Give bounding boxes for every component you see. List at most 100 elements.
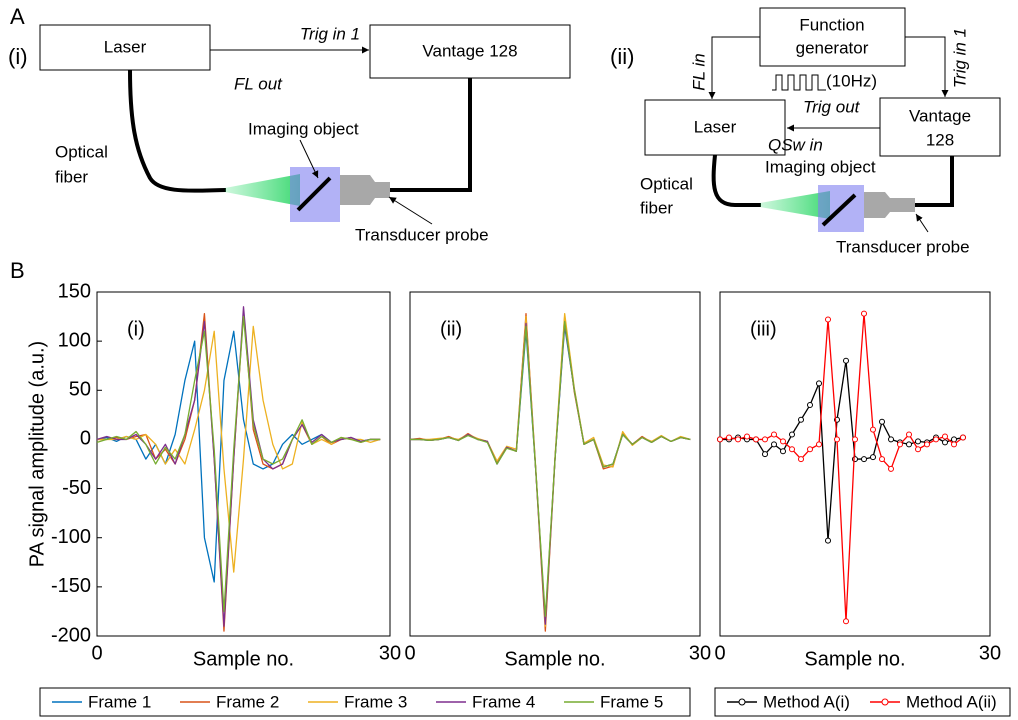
- fiber-label: fiber: [640, 198, 673, 217]
- laser-label: Laser: [104, 37, 147, 56]
- trig-in-label: Trig in 1: [950, 28, 969, 88]
- pointer: [388, 196, 433, 225]
- pointer: [299, 139, 319, 179]
- legend-label: Frame 4: [472, 692, 535, 711]
- series-marker: [897, 441, 903, 448]
- legend-box: [714, 687, 1011, 717]
- chart-panel: 0 30 Sample no. (ii): [404, 291, 711, 670]
- legend: Method A(i) Method A(ii): [714, 687, 1011, 717]
- vantage-label: Vantage: [909, 106, 971, 125]
- y-tick-label: -100: [51, 526, 91, 548]
- fl-out-label: FL out: [234, 74, 283, 93]
- setup-ii: Function generator FL in Trig in 1 (10Hz…: [640, 7, 1001, 256]
- series-line: [720, 360, 964, 542]
- series-marker: [753, 436, 759, 443]
- trig-in-arrow: [905, 36, 949, 97]
- series-marker: [888, 436, 894, 443]
- series-marker: [960, 434, 966, 441]
- series-marker: [825, 537, 831, 544]
- series-marker: [951, 436, 957, 443]
- optical-fiber: [128, 69, 227, 193]
- plot-area: [719, 291, 991, 637]
- legend-marker: [881, 698, 889, 706]
- series-marker: [843, 357, 849, 364]
- fl-in-label: FL in: [689, 53, 708, 91]
- series-marker: [744, 433, 750, 440]
- probe-label: Transducer probe: [836, 237, 970, 256]
- qsw-label: QSw in: [768, 135, 823, 154]
- series-marker: [951, 441, 957, 448]
- setup-i: Laser Vantage 128 Trig in 1 FL out Optic…: [39, 24, 571, 244]
- object-line: [296, 176, 332, 212]
- panel-label: (iii): [750, 318, 777, 340]
- object-label: Imaging object: [248, 119, 359, 138]
- square-wave: [772, 74, 826, 91]
- transducer: [340, 175, 390, 205]
- x-tick-label: 30: [689, 642, 711, 664]
- legend-label: Frame 5: [600, 692, 663, 711]
- y-tick-label: 100: [58, 329, 91, 351]
- series-marker: [807, 446, 813, 453]
- vantage-box: [369, 24, 571, 79]
- x-axis-label: Sample no.: [504, 648, 605, 670]
- y-tick-label: -200: [51, 624, 91, 646]
- y-tick-label: 50: [69, 379, 91, 401]
- series-line: [97, 325, 381, 573]
- laser-box: [39, 24, 211, 71]
- trig-in-label: Trig in 1: [300, 24, 360, 43]
- legend-label: Frame 1: [88, 692, 151, 711]
- panel-label: (i): [127, 318, 145, 340]
- series-line: [96, 315, 381, 613]
- cable: [915, 156, 954, 207]
- y-axis-label: PA signal amplitude (a.u.): [26, 341, 48, 567]
- series-marker: [906, 431, 912, 438]
- x-tick-label: 0: [714, 642, 725, 664]
- y-tick-label: -50: [62, 477, 91, 499]
- series-marker: [780, 448, 786, 455]
- legend-label: Frame 3: [344, 692, 407, 711]
- series-marker: [771, 431, 777, 438]
- panel-label: B: [10, 258, 25, 283]
- series-marker: [870, 454, 876, 461]
- series-marker: [870, 426, 876, 433]
- series-marker: [816, 441, 822, 448]
- x-tick-label: 30: [979, 642, 1001, 664]
- y-tick-label: 150: [58, 280, 91, 302]
- fg-label: generator: [796, 38, 869, 57]
- chart-panel: 0 30 Sample no. (iii) Method A(i) Method A(ii…: [714, 291, 1011, 717]
- x-tick-label: 0: [404, 642, 415, 664]
- series-marker: [942, 433, 948, 440]
- probe-label: Transducer probe: [355, 225, 489, 244]
- legend-label: Method A(ii): [906, 692, 997, 711]
- y-tick-label: 0: [80, 428, 91, 450]
- series-marker: [762, 436, 768, 443]
- fiber-label: fiber: [55, 167, 88, 186]
- x-axis-label: Sample no.: [193, 648, 294, 670]
- series-marker: [798, 456, 804, 463]
- panel-label: (ii): [440, 318, 462, 340]
- legend-label: Frame 2: [216, 692, 279, 711]
- series-marker: [915, 446, 921, 453]
- series-marker: [906, 441, 912, 448]
- laser-label: Laser: [694, 117, 737, 136]
- fiber-label: Optical: [640, 174, 693, 193]
- vantage-box: [879, 97, 1001, 157]
- frequency-label: (10Hz): [826, 71, 877, 90]
- fl-in-arrow: [708, 36, 760, 99]
- series-marker: [807, 402, 813, 409]
- legend-marker: [738, 698, 746, 706]
- series-marker: [780, 438, 786, 445]
- series-marker: [771, 441, 777, 448]
- series-marker: [924, 441, 930, 448]
- series-line: [410, 320, 691, 617]
- series-marker: [915, 438, 921, 445]
- series-marker: [798, 416, 804, 423]
- light-cone: [225, 174, 300, 206]
- fg-label: Function: [799, 15, 864, 34]
- series-marker: [933, 436, 939, 443]
- series-marker: [789, 446, 795, 453]
- x-tick-label: 30: [379, 642, 401, 664]
- series-marker: [843, 618, 849, 625]
